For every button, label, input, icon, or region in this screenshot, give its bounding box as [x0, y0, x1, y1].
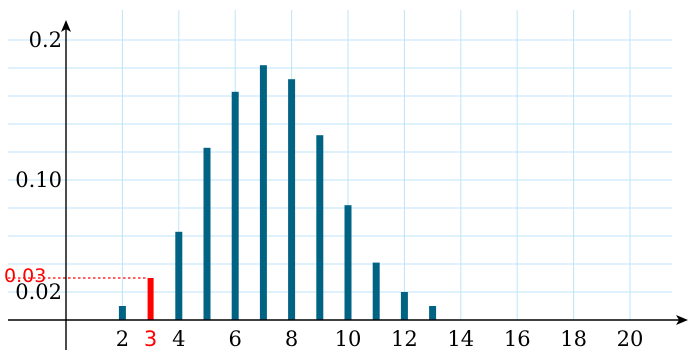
- x-tick-label: 2: [116, 327, 129, 350]
- grid: [8, 10, 672, 320]
- bar: [372, 262, 380, 320]
- highlight-group: 0.03 3: [4, 265, 157, 351]
- x-tick-label: 12: [391, 327, 418, 350]
- bar: [429, 306, 437, 320]
- bar: [316, 135, 324, 320]
- bar: [203, 147, 211, 320]
- highlight-y-label: 0.03: [4, 265, 46, 287]
- x-tick-label: 14: [447, 327, 474, 350]
- x-tick-label: 6: [229, 327, 242, 350]
- bar: [259, 65, 267, 320]
- highlighted-bar: [147, 278, 154, 320]
- x-tick-label: 20: [617, 327, 644, 350]
- bar: [288, 79, 296, 320]
- highlight-x-label: 3: [144, 327, 157, 350]
- x-tick-label: 4: [172, 327, 185, 350]
- bars: [118, 65, 437, 320]
- bar: [118, 306, 126, 320]
- bar: [400, 292, 408, 320]
- x-tick-label: 10: [335, 327, 362, 350]
- tick-labels: 2 4 6 8 10 12 14 16 18 20 0.02 0.10 0.2: [15, 28, 644, 351]
- x-tick-label: 16: [504, 327, 531, 350]
- bar: [344, 205, 352, 320]
- x-tick-label: 8: [285, 327, 298, 350]
- y-tick-label: 0.2: [29, 28, 62, 52]
- bar: [175, 231, 183, 320]
- y-tick-label: 0.10: [15, 168, 62, 192]
- axes: [8, 20, 688, 350]
- x-tick-label: 18: [560, 327, 587, 350]
- x-axis-arrow: [676, 315, 688, 325]
- y-axis-arrow: [61, 20, 71, 32]
- bar: [231, 91, 239, 320]
- y-tick-label: 0.02: [15, 280, 62, 304]
